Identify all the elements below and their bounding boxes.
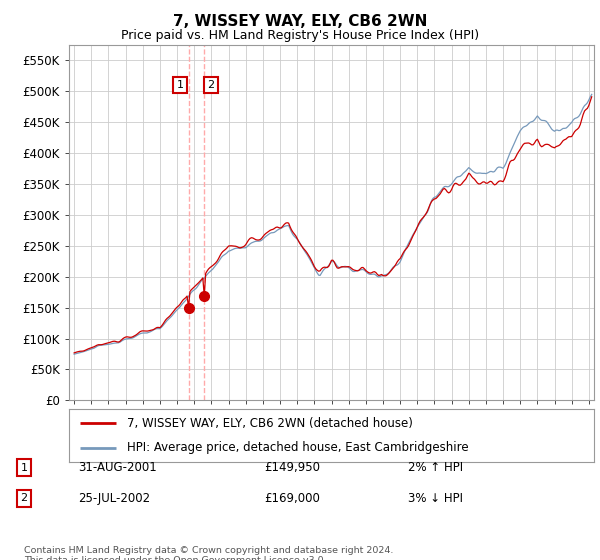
Text: 31-AUG-2001: 31-AUG-2001 [78,461,157,474]
Text: 7, WISSEY WAY, ELY, CB6 2WN: 7, WISSEY WAY, ELY, CB6 2WN [173,14,427,29]
Text: 1: 1 [20,463,28,473]
Text: £169,000: £169,000 [264,492,320,505]
Text: HPI: Average price, detached house, East Cambridgeshire: HPI: Average price, detached house, East… [127,441,469,454]
Text: 2% ↑ HPI: 2% ↑ HPI [408,461,463,474]
Text: 2: 2 [20,493,28,503]
Text: 7, WISSEY WAY, ELY, CB6 2WN (detached house): 7, WISSEY WAY, ELY, CB6 2WN (detached ho… [127,417,413,430]
Text: 25-JUL-2002: 25-JUL-2002 [78,492,150,505]
Text: Contains HM Land Registry data © Crown copyright and database right 2024.
This d: Contains HM Land Registry data © Crown c… [24,546,394,560]
Text: 3% ↓ HPI: 3% ↓ HPI [408,492,463,505]
Text: £149,950: £149,950 [264,461,320,474]
Text: Price paid vs. HM Land Registry's House Price Index (HPI): Price paid vs. HM Land Registry's House … [121,29,479,42]
Text: 2: 2 [208,80,215,90]
Text: 1: 1 [176,80,184,90]
